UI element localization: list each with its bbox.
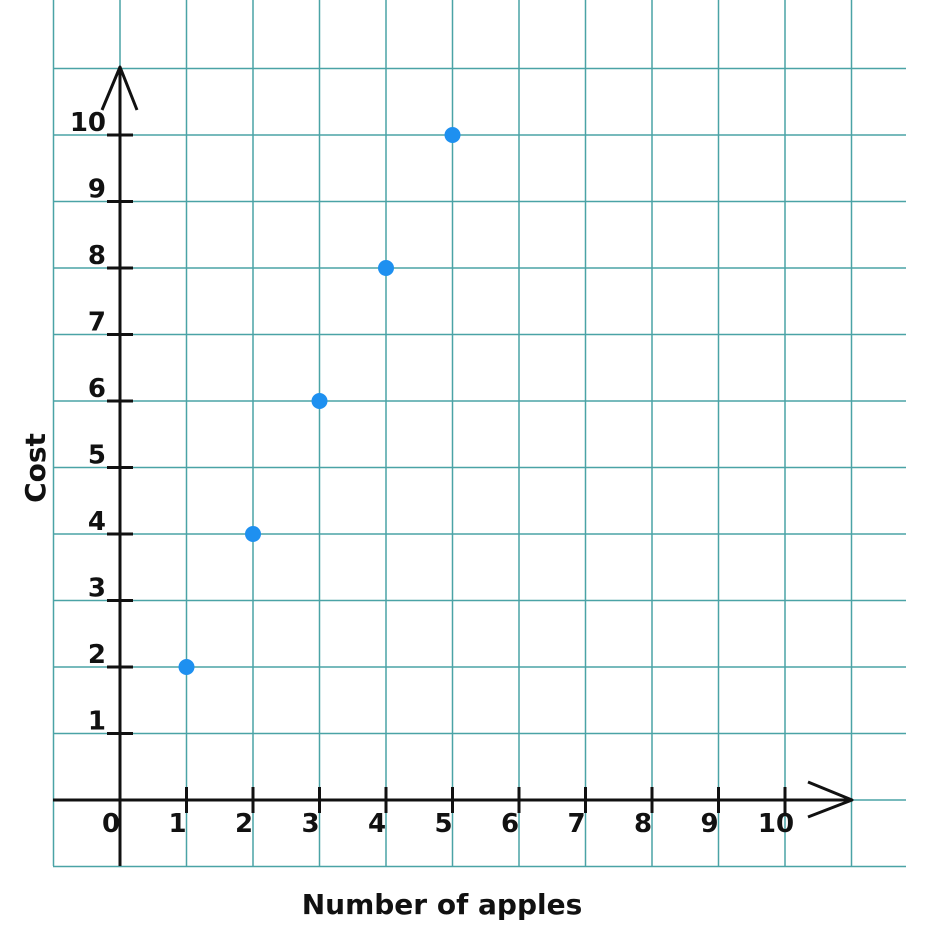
x-tick-label: 3 bbox=[301, 809, 319, 839]
y-axis-title: Cost bbox=[19, 433, 52, 503]
x-tick-label: 0 bbox=[102, 809, 120, 839]
data-point bbox=[444, 127, 461, 143]
grid bbox=[52, 0, 906, 868]
x-axis-ticks: 0 1 2 3 4 5 6 7 8 9 10 bbox=[102, 787, 794, 839]
x-axis-title: Number of apples bbox=[302, 888, 583, 921]
data-point bbox=[245, 526, 261, 542]
x-tick-label: 9 bbox=[700, 809, 718, 839]
x-tick-label: 8 bbox=[634, 809, 652, 839]
y-tick-label: 4 bbox=[88, 507, 106, 537]
data-point bbox=[178, 659, 195, 675]
y-axis-ticks: 1 2 3 4 5 6 7 8 9 10 bbox=[70, 108, 133, 737]
y-tick-label: 1 bbox=[88, 707, 106, 737]
y-tick-label: 5 bbox=[88, 441, 106, 471]
y-tick-label: 3 bbox=[88, 574, 106, 604]
data-point bbox=[311, 393, 328, 409]
x-axis-arrow bbox=[807, 780, 854, 819]
x-tick-label: 1 bbox=[168, 809, 186, 839]
y-tick-label: 10 bbox=[70, 108, 106, 138]
y-tick-label: 2 bbox=[88, 640, 106, 670]
data-points bbox=[178, 127, 461, 675]
y-tick-label: 7 bbox=[88, 308, 106, 338]
data-point bbox=[378, 260, 394, 276]
y-tick-label: 6 bbox=[88, 374, 106, 404]
x-tick-label: 2 bbox=[235, 809, 253, 839]
x-tick-label: 5 bbox=[434, 809, 452, 839]
x-tick-label: 6 bbox=[501, 809, 519, 839]
y-tick-label: 9 bbox=[88, 175, 106, 205]
x-tick-label: 4 bbox=[368, 809, 386, 839]
x-tick-label: 7 bbox=[567, 809, 585, 839]
y-axis-arrow bbox=[100, 65, 139, 111]
y-tick-label: 8 bbox=[88, 241, 106, 271]
x-tick-label: 10 bbox=[758, 809, 794, 839]
